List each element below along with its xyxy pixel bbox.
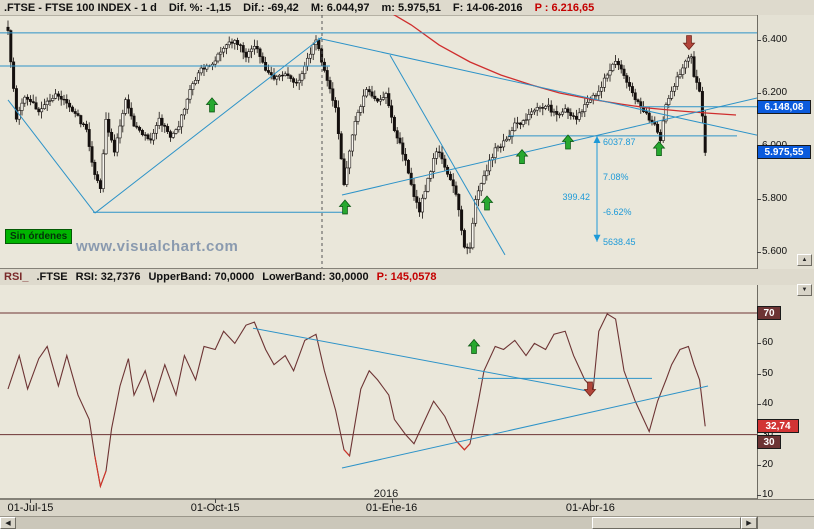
horizontal-scrollbar-track[interactable]: ◀ ▶ <box>0 516 757 529</box>
main-axis-tickmark <box>757 39 761 41</box>
last-price-value: P : 6.216,65 <box>534 1 595 14</box>
rsi-panel-header: RSI_ .FTSE RSI: 32,7376 UpperBand: 70,00… <box>0 269 814 285</box>
session-min-value: m: 5.975,51 <box>381 1 441 14</box>
session-date-value: F: 14-06-2016 <box>452 1 523 14</box>
rsi-axis-tick-label: 60 <box>762 337 774 349</box>
main-axis-tickmark <box>757 251 761 253</box>
up-triangle-icon: ▲ <box>801 257 808 263</box>
rsi-value: RSI: 32,7376 <box>75 271 141 283</box>
axis-scroll-up-button[interactable]: ▲ <box>797 254 812 266</box>
rsi-badge: 30 <box>757 434 781 449</box>
rsi-p-value: P: 145,0578 <box>376 271 437 283</box>
main-chart-header: .FTSE - FTSE 100 INDEX - 1 d Dif. %: -1,… <box>0 0 814 15</box>
price-badge: 6.148,08 <box>757 99 811 114</box>
axis-scroll-down-button[interactable]: ▼ <box>797 284 812 296</box>
date-axis-tickmark <box>30 499 32 503</box>
no-orders-badge: Sin órdenes <box>5 229 73 244</box>
scrollbar-corner <box>757 516 814 529</box>
date-axis-label: 01-Jul-15 <box>7 502 54 514</box>
date-axis-tickmark <box>215 499 217 503</box>
down-triangle-icon: ▼ <box>801 287 808 293</box>
rsi-chart-canvas[interactable] <box>0 285 757 499</box>
rsi-axis-tickmark <box>757 373 761 375</box>
time-axis[interactable] <box>0 499 814 516</box>
rsi-axis-tick-label: 30 <box>762 429 773 441</box>
main-axis-tick-label: 5.600 <box>762 245 788 257</box>
rsi-axis-tick-label: 40 <box>762 398 774 410</box>
dif-value: Dif.: -69,42 <box>243 1 299 14</box>
main-price-axis[interactable] <box>757 15 814 269</box>
right-arrow-icon: ▶ <box>746 520 752 527</box>
scroll-left-button[interactable]: ◀ <box>0 517 16 529</box>
rsi-badge: 70 <box>757 306 781 320</box>
date-axis-tickmark <box>590 499 592 503</box>
scroll-right-button[interactable]: ▶ <box>741 517 757 529</box>
dif-pct-value: Dif. %: -1,15 <box>168 1 232 14</box>
main-axis-tick-label: 5.800 <box>762 192 788 204</box>
rsi-axis-tick-label: 10 <box>762 489 774 501</box>
rsi-upperband-value: UpperBand: 70,0000 <box>148 271 255 283</box>
rsi-badge: 32,74 <box>757 419 799 434</box>
date-axis-label: 01-Ene-16 <box>365 502 418 514</box>
session-max-value: M: 6.044,97 <box>310 1 370 14</box>
date-axis-tickmark <box>391 499 393 503</box>
rsi-axis-tickmark <box>757 404 761 406</box>
scrollbar-thumb[interactable] <box>592 517 741 529</box>
rsi-price-axis[interactable] <box>757 285 814 499</box>
watermark: www.visualchart.com <box>76 238 239 255</box>
rsi-axis-tick-label: 50 <box>762 367 774 379</box>
rsi-axis-tickmark <box>757 495 761 497</box>
main-axis-tick-label: 6.200 <box>762 86 788 98</box>
rsi-axis-tickmark <box>757 343 761 345</box>
date-axis-label: 01-Abr-16 <box>565 502 615 514</box>
left-arrow-icon: ◀ <box>5 520 11 527</box>
main-axis-tickmark <box>757 92 761 94</box>
date-axis-label: 01-Oct-15 <box>190 502 240 514</box>
year-label: 2016 <box>373 488 399 500</box>
main-chart-canvas[interactable] <box>0 15 757 269</box>
rsi-lowerband-value: LowerBand: 30,0000 <box>262 271 369 283</box>
indicator-name: RSI_ <box>4 271 29 283</box>
main-axis-tick-label: 6.400 <box>762 33 788 45</box>
rsi-axis-tick-label: 20 <box>762 459 774 470</box>
price-badge: 5.975,55 <box>757 145 811 160</box>
symbol-title: .FTSE - FTSE 100 INDEX - 1 d <box>4 1 157 14</box>
main-axis-tickmark <box>757 198 761 200</box>
rsi-axis-tickmark <box>757 465 761 466</box>
indicator-series: .FTSE <box>36 271 68 283</box>
